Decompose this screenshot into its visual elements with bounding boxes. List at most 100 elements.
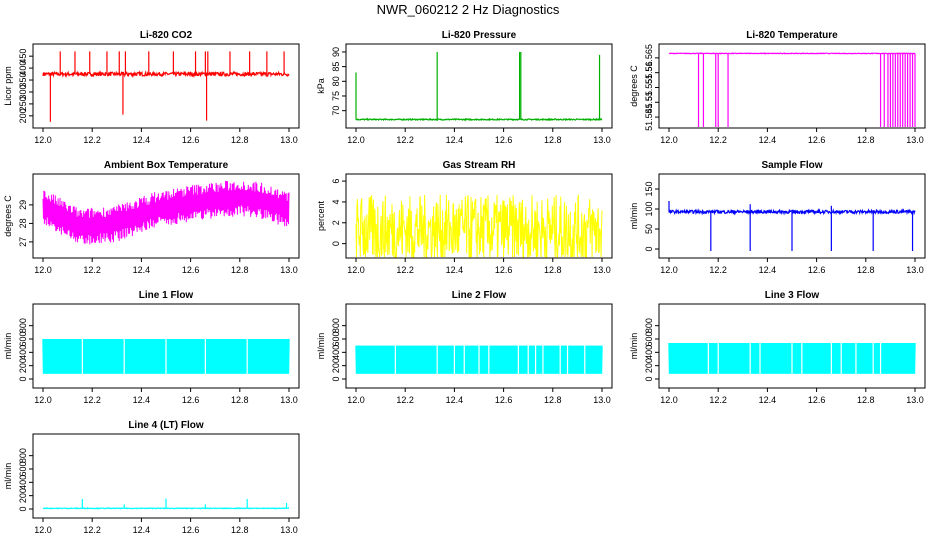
y-tick-label: 6 — [331, 179, 341, 184]
x-tick-label: 12.4 — [759, 265, 777, 275]
panel-5: Gas Stream RH 12.0 12.2 12.4 12.6 12.8 13.0 0 2 4… — [316, 160, 613, 275]
y-tick-label: 51.555 — [644, 74, 654, 102]
panel-title: Gas Stream RH — [443, 160, 516, 171]
x-tick-label: 12.6 — [182, 525, 200, 535]
x-tick-label: 12.8 — [857, 395, 875, 405]
x-tick-label: 12.6 — [182, 265, 200, 275]
y-tick-label: 4 — [331, 199, 341, 204]
x-tick-label: 12.6 — [808, 135, 826, 145]
y-tick-label: 400 — [18, 345, 28, 360]
y-tick-label: 0 — [331, 376, 341, 381]
y-tick-label: 600 — [331, 331, 341, 346]
plot-frame — [32, 43, 300, 129]
data-marks — [42, 51, 290, 122]
panel-title: Sample Flow — [761, 160, 822, 171]
y-axis-label: degrees C — [3, 195, 13, 237]
x-tick-label: 12.6 — [495, 265, 513, 275]
y-tick-label: 200 — [18, 108, 28, 123]
y-tick-label: 250 — [18, 96, 28, 111]
panel-title: Li-820 Pressure — [442, 30, 517, 41]
y-tick-label: 75 — [331, 91, 341, 101]
y-tick-label: 400 — [331, 345, 341, 360]
x-tick-label: 12.8 — [544, 265, 562, 275]
x-tick-label: 12.2 — [396, 135, 414, 145]
x-tick-label: 12.2 — [709, 135, 727, 145]
x-tick-label: 13.0 — [280, 525, 298, 535]
x-tick-label: 12.4 — [133, 135, 151, 145]
x-tick-label: 12.0 — [34, 525, 52, 535]
y-tick-label: 2 — [331, 220, 341, 225]
x-tick-label: 12.0 — [347, 265, 365, 275]
x-tick-label: 13.0 — [280, 265, 298, 275]
y-axis-label: ml/min — [629, 203, 639, 230]
y-tick-label: 800 — [18, 448, 28, 463]
x-tick-label: 12.2 — [83, 525, 101, 535]
data-marks — [42, 338, 290, 375]
panel-title: Li-820 CO2 — [140, 30, 193, 41]
x-tick-label: 12.4 — [759, 135, 777, 145]
x-tick-label: 12.2 — [396, 265, 414, 275]
x-tick-label: 12.2 — [396, 395, 414, 405]
x-tick-label: 12.4 — [133, 395, 151, 405]
y-tick-label: 600 — [644, 331, 654, 346]
y-tick-label: 51.545 — [644, 103, 654, 131]
panel-4: Ambient Box Temperature 12.0 12.2 12.4 12.6 1… — [3, 160, 300, 275]
y-tick-label: 51.55 — [644, 91, 654, 114]
x-tick-label: 13.0 — [593, 395, 611, 405]
x-tick-label: 13.0 — [906, 265, 924, 275]
x-tick-label: 12.8 — [857, 135, 875, 145]
plot-frame — [345, 43, 613, 129]
y-tick-label: 70 — [331, 106, 341, 116]
y-axis-label: Licor ppm — [3, 66, 13, 106]
x-tick-label: 12.8 — [544, 395, 562, 405]
y-axis-label: ml/min — [3, 463, 13, 490]
data-series — [668, 208, 916, 216]
panel-8: Line 2 Flow 12.0 12.2 12.4 12.6 12.8 13.0 0 2004… — [316, 290, 613, 405]
x-tick-label: 12.4 — [446, 265, 464, 275]
panel-3: Li-820 Temperature 12.0 12.2 12.4 12.6 12.8 13… — [629, 30, 926, 145]
y-tick-label: 50 — [644, 224, 654, 234]
plot-frame — [32, 303, 300, 389]
panel-6: Sample Flow 12.0 12.2 12.4 12.6 12.8 13.0 0 50 10… — [629, 160, 926, 275]
y-tick-label: 100 — [644, 201, 654, 216]
temperature-series — [42, 180, 290, 245]
data-series — [355, 194, 603, 259]
plot-frame — [658, 43, 926, 129]
plot-frame — [658, 173, 926, 259]
x-tick-label: 12.0 — [34, 395, 52, 405]
x-tick-label: 12.6 — [808, 265, 826, 275]
data-marks — [668, 201, 916, 251]
y-tick-label: 600 — [18, 461, 28, 476]
panel-title: Line 4 (LT) Flow — [128, 420, 204, 431]
plot-frame — [345, 303, 613, 389]
x-tick-label: 12.8 — [231, 265, 249, 275]
y-tick-label: 80 — [331, 76, 341, 86]
y-tick-label: 0 — [18, 376, 28, 381]
x-tick-label: 12.0 — [660, 135, 678, 145]
x-tick-label: 13.0 — [280, 135, 298, 145]
y-tick-label: 300 — [18, 84, 28, 99]
plot-frame — [32, 433, 300, 519]
y-tick-label: 400 — [18, 475, 28, 490]
y-axis-label: degrees C — [629, 65, 639, 107]
data-marks — [668, 52, 916, 127]
data-series — [668, 52, 916, 55]
y-tick-label: 90 — [331, 47, 341, 57]
panel-10: Line 4 (LT) Flow 12.0 12.2 12.4 12.6 12.8 13.0… — [3, 420, 300, 535]
y-tick-label: 27 — [18, 237, 28, 247]
y-axis-label: kPa — [316, 78, 326, 94]
x-tick-label: 12.0 — [347, 135, 365, 145]
y-tick-label: 200 — [18, 358, 28, 373]
y-axis-label: ml/min — [316, 333, 326, 360]
x-tick-label: 13.0 — [906, 395, 924, 405]
panel-9: Line 3 Flow 12.0 12.2 12.4 12.6 12.8 13.0 0 2004… — [629, 290, 926, 405]
y-tick-label: 0 — [644, 246, 654, 251]
panel-title: Line 2 Flow — [452, 290, 507, 301]
x-tick-label: 12.0 — [34, 135, 52, 145]
x-tick-label: 12.4 — [133, 525, 151, 535]
data-marks — [42, 180, 290, 245]
figure-title: NWR_060212 2 Hz Diagnostics — [376, 2, 560, 17]
x-tick-label: 12.0 — [34, 265, 52, 275]
x-tick-label: 13.0 — [593, 265, 611, 275]
x-tick-label: 12.0 — [660, 265, 678, 275]
